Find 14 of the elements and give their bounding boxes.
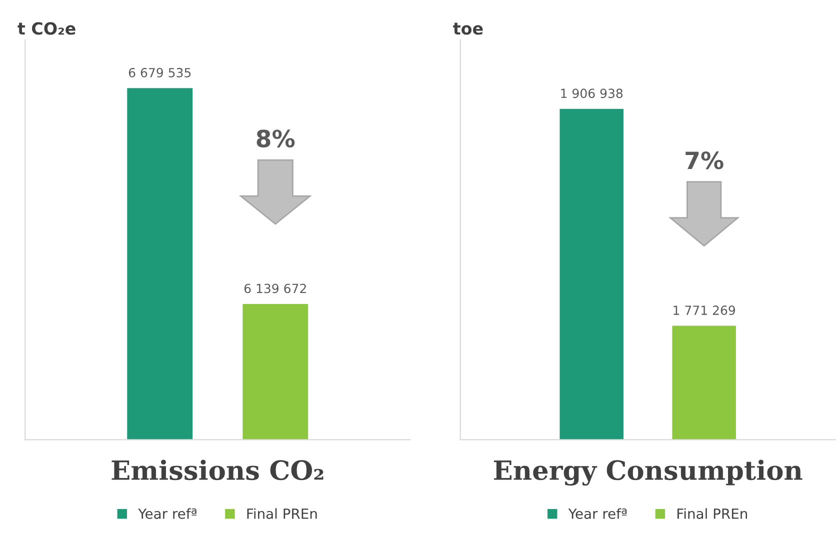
text: Energy Consumption (494, 460, 802, 486)
data-label: 6 679 535 (128, 68, 191, 78)
legend-label: Final PREn (678, 508, 747, 519)
legend-label: Year refª (568, 508, 627, 519)
data-label: 1 771 269 (674, 306, 736, 316)
legend-label: Year refª (138, 508, 196, 519)
legend-label: Final PREn (247, 508, 317, 519)
y-axis-title: t CO₂e (18, 22, 76, 35)
data-label: 1 906 938 (561, 88, 623, 98)
annotation: 7% (686, 151, 724, 170)
text: Emissions CO₂ (112, 460, 324, 480)
y-axis-title: toe (453, 22, 483, 35)
annotation: 8% (256, 130, 295, 148)
data-label: 6 139 672 (244, 284, 306, 294)
